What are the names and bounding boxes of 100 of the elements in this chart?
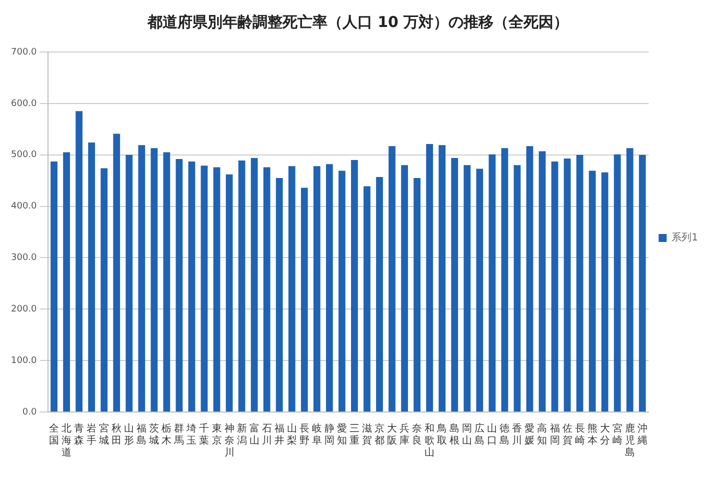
y-tick-label: 500.0 (11, 150, 38, 160)
x-tick-label: 長野 (299, 424, 310, 447)
bar (188, 162, 196, 412)
x-tick-label: 宮崎 (612, 422, 622, 447)
bar (588, 170, 596, 412)
bar (63, 152, 70, 412)
x-tick-label: 兵庫 (400, 422, 410, 447)
bar (126, 154, 133, 412)
bar (451, 158, 458, 412)
x-tick-label: 富山 (249, 422, 260, 447)
x-tick-label: 滋賀 (362, 422, 372, 447)
x-tick-label: 福井 (274, 422, 284, 447)
x-tick-label: 鳥取 (436, 422, 448, 447)
bar (488, 154, 496, 412)
x-tick-label: 宮城 (98, 422, 110, 447)
bar (438, 145, 446, 412)
x-tick-label: 北海道 (62, 422, 72, 459)
x-tick-label: 群馬 (173, 422, 184, 447)
bar (100, 168, 108, 412)
y-tick-label: 100.0 (11, 356, 38, 366)
x-tick-label: 愛媛 (524, 422, 535, 447)
bar (138, 145, 146, 412)
x-tick-label: 大分 (600, 422, 610, 447)
bar (313, 166, 320, 412)
x-tick-label: 香川 (512, 422, 522, 447)
bar (88, 142, 96, 412)
bar (564, 158, 571, 412)
y-tick-label: 300.0 (11, 253, 38, 264)
bar (526, 146, 534, 412)
x-tick-label: 福島 (136, 422, 147, 447)
bar (601, 172, 608, 412)
bar (464, 165, 471, 412)
x-tick-label: 長崎 (574, 424, 585, 447)
x-tick-label: 高知 (537, 422, 548, 447)
bar (388, 146, 396, 412)
bar (576, 154, 584, 412)
x-tick-label: 千葉 (199, 422, 210, 447)
bar (614, 154, 621, 412)
x-tick-label: 奈良 (412, 424, 422, 447)
bar (288, 166, 296, 412)
y-tick-label: 0.0 (22, 407, 38, 418)
bar (200, 166, 208, 412)
x-tick-label: 山梨 (286, 422, 297, 447)
x-tick-label: 栃木 (162, 422, 172, 447)
bar (276, 178, 283, 412)
chart-title: 都道府県別年齢調整死亡率（人口 10 万対）の推移（全死因） (146, 12, 569, 31)
bar (364, 186, 370, 412)
x-tick-label: 秋田 (112, 422, 122, 447)
bar (150, 148, 158, 412)
bar (250, 158, 258, 412)
x-tick-label: 全国 (49, 422, 60, 447)
x-tick-label: 岩手 (86, 422, 97, 447)
bar (326, 164, 333, 412)
bar (638, 154, 646, 412)
bar (401, 165, 408, 412)
x-tick-label: 島根 (450, 422, 460, 447)
y-tick-label: 400.0 (11, 202, 38, 212)
bar (376, 176, 383, 412)
x-tick-label: 山口 (487, 422, 498, 447)
x-tick-label: 埼玉 (186, 422, 197, 447)
bar (263, 167, 270, 412)
x-tick-label: 鹿児島 (624, 422, 635, 459)
bar (538, 151, 546, 412)
bar (50, 162, 58, 412)
bar (351, 160, 358, 412)
y-tick-label: 600.0 (11, 98, 38, 109)
x-tick-label: 神奈川 (224, 422, 234, 459)
legend-label: 系列1 (672, 232, 698, 244)
x-tick-label: 熊本 (587, 422, 598, 447)
bar (176, 158, 183, 412)
bar (626, 148, 634, 412)
y-tick-label: 200.0 (11, 304, 38, 314)
bar (514, 165, 521, 412)
x-tick-label: 石川 (262, 424, 272, 447)
bar (238, 160, 246, 412)
x-tick-label: 岡山 (462, 424, 472, 447)
bar (414, 178, 420, 412)
bar (226, 174, 233, 412)
x-tick-label: 大阪 (387, 422, 398, 447)
bar (163, 152, 170, 412)
x-tick-label: 福岡 (550, 422, 560, 447)
x-tick-label: 三重 (349, 424, 360, 447)
x-tick-label: 茨城 (148, 422, 160, 447)
bar (76, 111, 83, 412)
bar (476, 168, 484, 412)
x-tick-label: 沖縄 (636, 422, 648, 447)
y-tick-label: 700.0 (11, 47, 38, 58)
x-tick-label: 新潟 (236, 422, 247, 447)
x-tick-label: 和歌山 (424, 422, 435, 459)
bar (213, 167, 220, 412)
x-tick-label: 徳島 (500, 424, 510, 447)
bar (113, 134, 120, 412)
x-tick-label: 静岡 (324, 422, 334, 447)
x-tick-label: 岐阜 (312, 422, 322, 447)
bar (300, 188, 308, 412)
bar (338, 170, 346, 412)
x-tick-label: 愛知 (336, 422, 347, 447)
bar (426, 144, 434, 412)
x-tick-label: 広島 (474, 422, 485, 447)
x-tick-label: 佐賀 (562, 424, 572, 447)
